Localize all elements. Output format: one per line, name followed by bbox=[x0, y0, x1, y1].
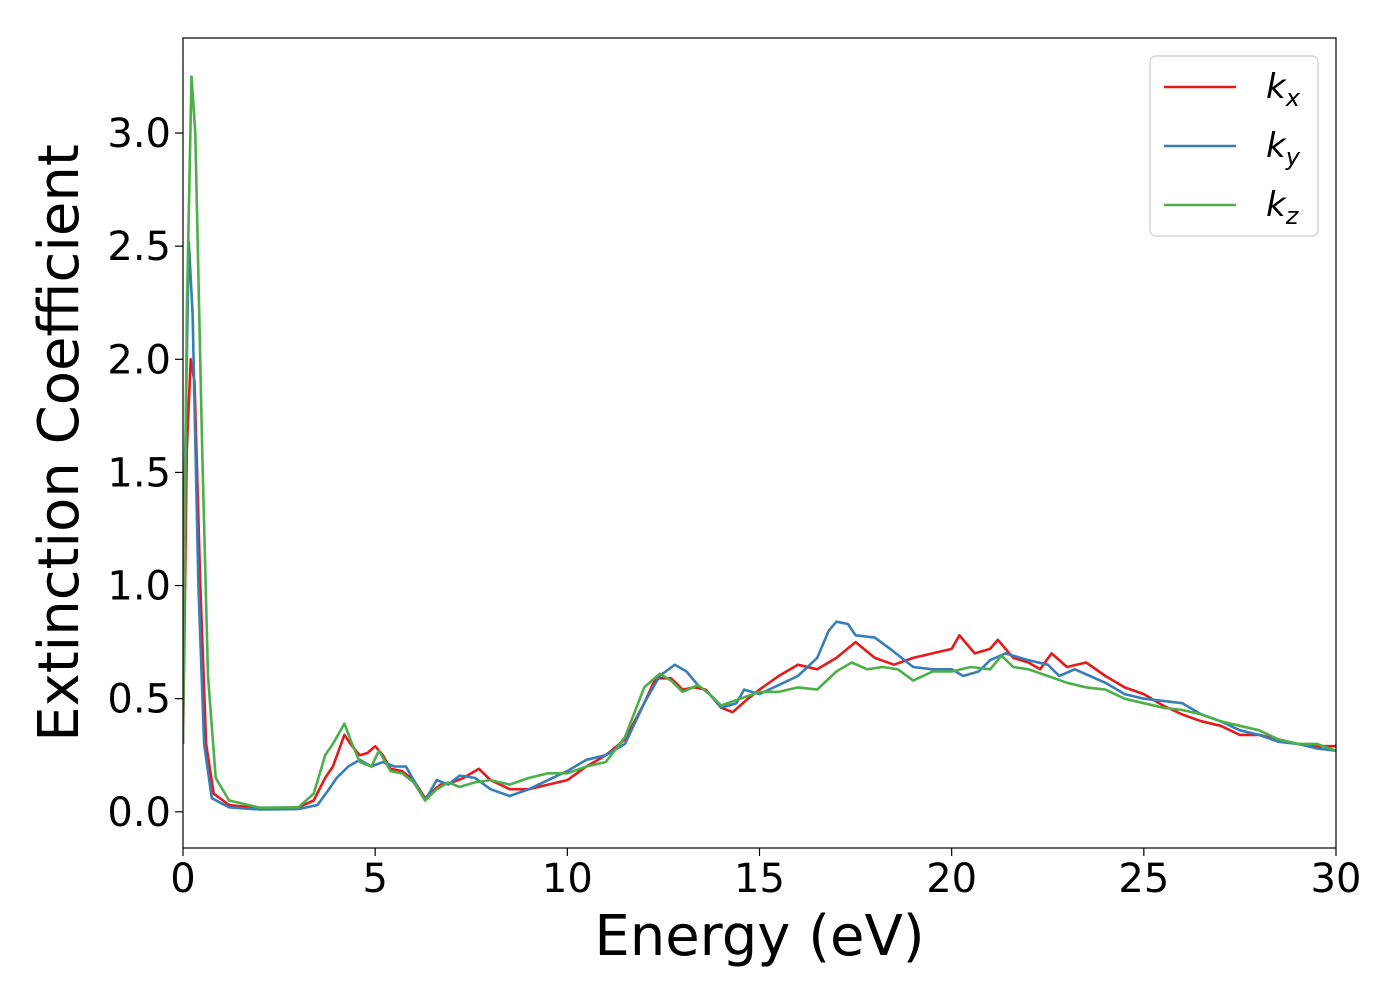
legend-label-main: k bbox=[1266, 185, 1287, 225]
x-axis: 0 5 10 15 20 25 30 bbox=[170, 848, 1361, 902]
legend-label-subscript: y bbox=[1285, 143, 1301, 171]
y-tick-label: 0.5 bbox=[107, 677, 171, 723]
legend-label-z: kz bbox=[1266, 185, 1300, 230]
y-tick-label: 2.5 bbox=[107, 224, 171, 270]
y-axis: 0.0 0.5 1.0 1.5 2.0 2.5 3.0 bbox=[107, 111, 183, 836]
series-line-z bbox=[183, 75, 1336, 809]
x-axis-title: Energy (eV) bbox=[594, 904, 924, 969]
legend-label-x: kx bbox=[1266, 67, 1301, 112]
y-tick-label: 3.0 bbox=[107, 111, 171, 157]
legend-label-subscript: x bbox=[1285, 84, 1301, 112]
y-tick-label: 1.0 bbox=[107, 564, 171, 610]
x-tick-label: 30 bbox=[1311, 856, 1362, 902]
x-tick-label: 5 bbox=[362, 856, 387, 902]
x-tick-label: 20 bbox=[926, 856, 977, 902]
x-tick-label: 15 bbox=[734, 856, 785, 902]
x-tick-label: 10 bbox=[542, 856, 593, 902]
series-line-x bbox=[183, 358, 1336, 810]
x-tick-label: 0 bbox=[170, 856, 195, 902]
y-tick-label: 0.0 bbox=[107, 790, 171, 836]
legend-label-y: ky bbox=[1266, 126, 1301, 171]
y-tick-label: 2.0 bbox=[107, 337, 171, 383]
legend-label-main: k bbox=[1266, 67, 1287, 107]
y-axis-title: Extinction Coefficient bbox=[27, 144, 92, 742]
y-tick-label: 1.5 bbox=[107, 450, 171, 496]
series-layer bbox=[183, 75, 1336, 811]
x-tick-label: 25 bbox=[1118, 856, 1169, 902]
legend-label-subscript: z bbox=[1285, 202, 1300, 230]
legend-label-main: k bbox=[1266, 126, 1287, 166]
